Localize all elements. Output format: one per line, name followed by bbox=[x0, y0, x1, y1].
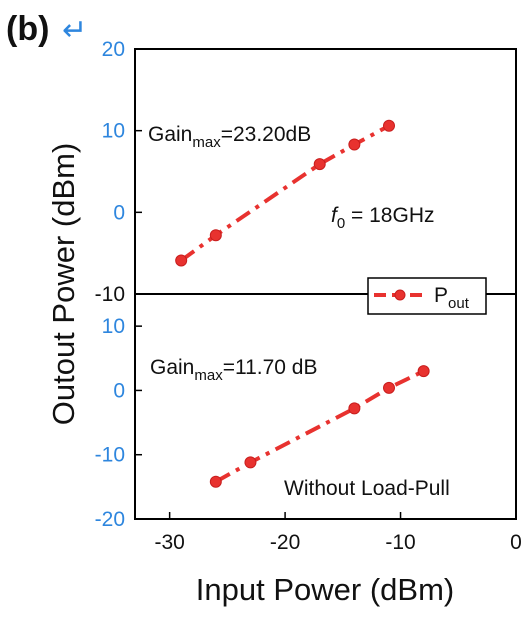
top-gain-annotation: Gainmax=23.20dB bbox=[148, 123, 311, 151]
bottom-plot-frame bbox=[134, 293, 517, 520]
bottom-gain-sub: max bbox=[194, 367, 223, 384]
top-ytick-label: 0 bbox=[113, 201, 125, 224]
top-plot-frame bbox=[134, 48, 517, 295]
xtick-label: -30 bbox=[154, 531, 184, 554]
panel-label: (b) bbox=[6, 10, 49, 48]
y-axis-title: Outout Power (dBm) bbox=[46, 143, 81, 426]
top-gain-value: =23.20dB bbox=[221, 123, 312, 146]
bottom-ytick-label: -10 bbox=[95, 444, 125, 467]
freq-value: = 18GHz bbox=[345, 204, 434, 227]
top-data-point bbox=[313, 158, 326, 171]
bottom-data-point bbox=[417, 365, 430, 378]
bottom-data-point bbox=[244, 456, 257, 469]
legend-label-main: P bbox=[434, 284, 448, 307]
legend-label-sub: out bbox=[448, 295, 470, 312]
bottom-series-line bbox=[214, 369, 425, 484]
legend-label: Pout bbox=[434, 284, 470, 312]
bottom-gain-value: =11.70 dB bbox=[223, 356, 318, 379]
top-data-point bbox=[348, 138, 361, 151]
bottom-data-point bbox=[209, 475, 222, 488]
top-ytick-label: 20 bbox=[102, 38, 125, 61]
top-data-point bbox=[209, 229, 222, 242]
legend-box bbox=[367, 277, 487, 315]
legend: Pout bbox=[367, 277, 487, 315]
top-data-point bbox=[383, 119, 395, 132]
bottom-ytick-label: 0 bbox=[113, 379, 125, 402]
legend-marker bbox=[394, 289, 406, 301]
freq-sub: 0 bbox=[337, 215, 345, 232]
return-mark-icon: ↵ bbox=[62, 14, 87, 47]
without-load-pull-note: Without Load-Pull bbox=[284, 477, 450, 500]
top-gain-sub: max bbox=[192, 134, 221, 151]
xtick-label: -10 bbox=[385, 531, 415, 554]
freq-symbol: f bbox=[331, 204, 339, 227]
top-gain-prefix: Gain bbox=[148, 123, 192, 146]
frequency-annotation: f0 = 18GHz bbox=[331, 204, 434, 232]
top-ytick-label: 10 bbox=[102, 120, 125, 143]
bottom-gain-prefix: Gain bbox=[150, 356, 194, 379]
bottom-data-point bbox=[383, 381, 395, 394]
xtick-label: -20 bbox=[270, 531, 300, 554]
top-ytick-label: -10 bbox=[95, 283, 125, 306]
x-axis-title: Input Power (dBm) bbox=[196, 572, 454, 607]
bottom-ytick-label: 10 bbox=[102, 315, 125, 338]
top-data-point bbox=[175, 254, 188, 267]
xtick-label: 0 bbox=[510, 531, 522, 554]
bottom-ytick-label: -20 bbox=[95, 508, 125, 531]
bottom-gain-annotation: Gainmax=11.70 dB bbox=[150, 356, 317, 384]
bottom-data-point bbox=[348, 402, 361, 415]
